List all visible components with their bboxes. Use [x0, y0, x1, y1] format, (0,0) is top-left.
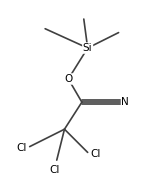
Text: Si: Si: [83, 43, 93, 53]
Text: Cl: Cl: [91, 149, 101, 159]
Text: N: N: [122, 97, 129, 107]
Text: Cl: Cl: [16, 143, 27, 153]
Text: O: O: [64, 74, 72, 84]
Text: Cl: Cl: [50, 165, 60, 175]
